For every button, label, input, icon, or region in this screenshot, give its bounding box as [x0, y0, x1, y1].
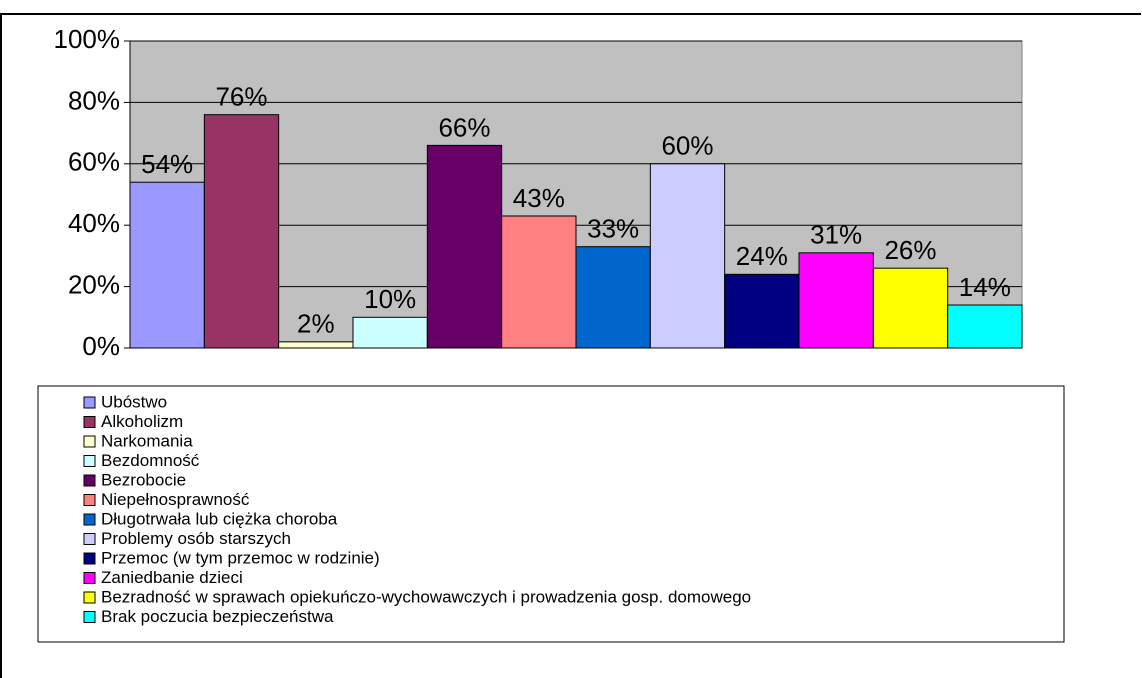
data-label: 43% — [513, 183, 565, 213]
data-label: 26% — [884, 235, 936, 265]
bar — [278, 341, 354, 349]
data-label: 76% — [215, 82, 267, 112]
frame — [0, 13, 1141, 678]
data-label: 66% — [438, 112, 490, 142]
y-tick-label: 40% — [68, 208, 120, 238]
legend-swatch — [83, 435, 96, 448]
legend-label: Niepełnosprawność — [101, 490, 250, 509]
bar — [129, 181, 205, 349]
legend-box — [37, 385, 1065, 643]
data-label: 60% — [661, 131, 713, 161]
data-label: 10% — [364, 284, 416, 314]
y-tick-label: 0% — [82, 331, 120, 361]
data-label: 2% — [297, 309, 335, 339]
legend-label: Alkoholizm — [101, 412, 183, 431]
legend-swatch — [83, 513, 96, 526]
legend-label: Zaniedbanie dzieci — [101, 568, 243, 587]
legend-swatch — [83, 572, 96, 584]
legend-swatch — [83, 494, 96, 506]
bar — [947, 304, 1023, 349]
legend-swatch — [83, 455, 96, 467]
bar — [649, 163, 726, 349]
legend-label: Przemoc (w tym przemoc w rodzinie) — [101, 548, 380, 567]
legend-label: Ubóstwo — [101, 392, 167, 411]
legend-swatch — [83, 474, 96, 487]
data-label: 24% — [736, 241, 788, 271]
legend-label: Długotrwała lub ciężka choroba — [101, 509, 338, 528]
y-tick-label: 100% — [54, 24, 121, 54]
bar — [426, 144, 503, 349]
legend-label: Narkomania — [101, 431, 193, 450]
bar — [798, 252, 874, 349]
bar — [501, 215, 577, 349]
data-label: 54% — [141, 149, 193, 179]
legend-label: Bezdomność — [101, 451, 200, 470]
legend-swatch — [83, 533, 96, 545]
legend-label: Brak poczucia bezpieczeństwa — [101, 607, 334, 626]
bar — [724, 273, 800, 349]
bar — [872, 267, 949, 349]
y-tick-label: 60% — [68, 147, 120, 177]
legend-swatch — [83, 416, 96, 428]
data-label: 33% — [587, 214, 639, 244]
data-label: 31% — [810, 220, 862, 250]
legend-label: Bezrobocie — [101, 470, 186, 489]
bar — [352, 316, 428, 349]
legend-swatch — [83, 396, 96, 409]
legend-label: Problemy osób starszych — [101, 529, 291, 548]
bar — [575, 246, 651, 349]
legend-label: Bezradność w sprawach opiekuńczo-wychowa… — [101, 587, 751, 606]
legend-swatch — [83, 591, 96, 604]
legend-swatch — [83, 552, 96, 565]
legend-swatch — [83, 611, 96, 623]
y-tick-label: 80% — [68, 85, 120, 115]
data-label: 14% — [959, 272, 1011, 302]
bar — [203, 114, 280, 349]
y-tick-label: 20% — [68, 269, 120, 299]
